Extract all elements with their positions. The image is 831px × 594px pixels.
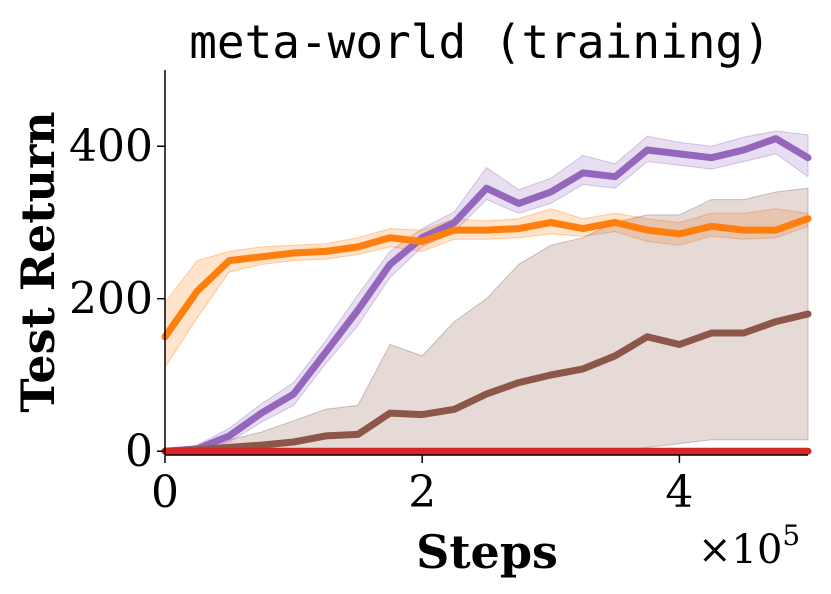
x-tick-label: 4 xyxy=(665,467,693,518)
series-2-line xyxy=(161,310,812,455)
x-axis-label: Steps xyxy=(416,525,558,579)
x-multiplier-label: ×105 xyxy=(698,519,800,573)
x-tick-label: 2 xyxy=(408,467,436,518)
y-tick-label: 200 xyxy=(69,274,153,325)
series-0-band xyxy=(164,130,809,452)
y-tick-label: 0 xyxy=(125,426,153,477)
series-0-line xyxy=(161,135,812,455)
y-tick-label: 400 xyxy=(69,121,153,172)
x-ticks: 0 2 4 xyxy=(151,455,693,518)
series-lines xyxy=(161,135,812,455)
x-multiplier-base: ×10 xyxy=(698,527,782,573)
confidence-bands xyxy=(164,130,809,452)
x-tick-label: 0 xyxy=(151,467,179,518)
chart-title: meta-world (training) xyxy=(189,15,771,69)
y-axis-label: Test Return xyxy=(11,111,65,412)
x-multiplier-exponent: 5 xyxy=(782,519,800,552)
y-ticks: 0 200 400 xyxy=(69,121,165,477)
series-1-line xyxy=(161,215,812,341)
